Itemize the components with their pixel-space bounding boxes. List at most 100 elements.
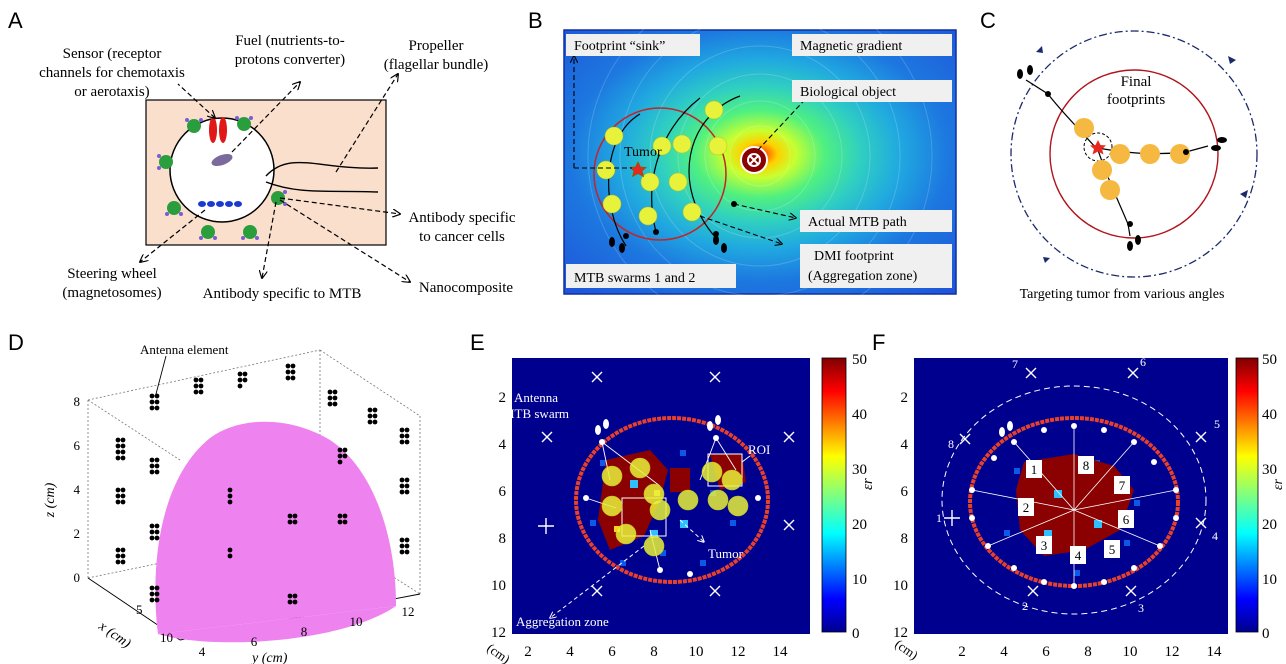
svg-text:Tumor: Tumor	[708, 546, 744, 561]
svg-text:8: 8	[499, 531, 507, 547]
panel-label-e: E	[470, 330, 485, 355]
svg-text:MTB swarms 1 and 2: MTB swarms 1 and 2	[574, 271, 695, 286]
svg-text:10: 10	[160, 630, 173, 645]
svg-text:2: 2	[901, 390, 909, 406]
svg-text:30: 30	[852, 462, 867, 478]
breast-phantom-shape	[155, 421, 396, 634]
antenna-route	[941, 385, 1207, 615]
svg-text:10: 10	[689, 644, 704, 660]
antenna-markers	[944, 367, 1207, 597]
svg-text:50: 50	[852, 352, 867, 368]
svg-text:7: 7	[1012, 357, 1018, 371]
svg-text:8: 8	[1083, 458, 1090, 473]
svg-text:10: 10	[1123, 644, 1138, 660]
panel-c-diagram: Final footprints Targeting tumor from var…	[1010, 30, 1258, 302]
svg-text:2: 2	[1022, 599, 1028, 613]
svg-text:12: 12	[491, 625, 506, 641]
svg-text:8: 8	[650, 644, 658, 660]
svg-text:8: 8	[301, 624, 308, 639]
svg-text:4: 4	[566, 644, 574, 660]
svg-text:2: 2	[499, 390, 507, 406]
svg-text:2: 2	[958, 644, 966, 660]
svg-text:Antenna element: Antenna element	[140, 342, 229, 357]
svg-text:(Aggregation zone): (Aggregation zone)	[808, 269, 918, 284]
panel-d-3d-plot: Antenna element 8 6 4 2 0 z (cm) x (cm) …	[43, 342, 421, 664]
panel-f-permittivity-map: 1 2 3 4 5 6 7 8 1 2 3 4 5 6 7 8 2 4 6 8 …	[892, 352, 1286, 663]
svg-text:2: 2	[1023, 500, 1030, 515]
svg-text:20: 20	[852, 517, 867, 533]
panel-label-a: A	[8, 8, 23, 33]
svg-text:6: 6	[1123, 512, 1130, 527]
svg-text:10: 10	[893, 578, 908, 594]
svg-text:Actual MTB path: Actual MTB path	[808, 215, 907, 230]
svg-text:4: 4	[1000, 644, 1008, 660]
svg-text:6: 6	[251, 634, 258, 649]
svg-text:Biological object: Biological object	[800, 85, 896, 100]
svg-text:Propeller(flagellar bundle): Propeller (flagellar bundle)	[384, 38, 489, 73]
svg-text:1: 1	[1031, 462, 1038, 477]
mtb-footprints	[596, 100, 728, 226]
svg-text:4: 4	[1075, 548, 1082, 563]
svg-text:14: 14	[1207, 644, 1223, 660]
tumor-boundary	[1049, 69, 1219, 239]
svg-text:10: 10	[350, 614, 363, 629]
panel-label-c: C	[980, 8, 996, 33]
svg-text:4: 4	[74, 482, 81, 497]
svg-text:12: 12	[893, 625, 908, 641]
colorbar	[1235, 357, 1259, 633]
svg-text:6: 6	[1042, 644, 1050, 660]
antenna-markers	[538, 371, 795, 597]
tumor-star-icon	[1090, 140, 1106, 155]
svg-text:4: 4	[1212, 529, 1218, 543]
svg-text:Fuel (nutrients-to-protons con: Fuel (nutrients-to-protons converter)	[235, 33, 345, 68]
flagellar-bundle	[265, 161, 379, 177]
panel-e-permittivity-map: Antenna MTB swarm ROI Tumor Aggregation z…	[484, 352, 876, 664]
svg-text:Footprint “sink”: Footprint “sink”	[574, 39, 665, 54]
svg-text:20: 20	[1262, 517, 1277, 533]
svg-text:Aggregation zone: Aggregation zone	[516, 614, 609, 629]
svg-text:εr: εr	[1271, 478, 1286, 490]
svg-text:Magnetic gradient: Magnetic gradient	[800, 39, 902, 54]
svg-text:3: 3	[1041, 538, 1048, 553]
svg-text:Steering wheel(magnetosomes): Steering wheel (magnetosomes)	[62, 266, 161, 301]
svg-text:z (cm): z (cm)	[43, 482, 58, 518]
svg-text:14: 14	[773, 644, 789, 660]
mtb-swarm-icon	[999, 421, 1013, 437]
svg-text:8: 8	[948, 437, 954, 451]
svg-text:5: 5	[1214, 417, 1220, 431]
svg-text:y (cm): y (cm)	[250, 651, 288, 664]
svg-text:0: 0	[74, 570, 81, 585]
panel-label-d: D	[8, 330, 24, 355]
svg-text:(cm): (cm)	[484, 640, 513, 664]
colorbar	[821, 357, 847, 633]
svg-text:Nanocomposite: Nanocomposite	[419, 280, 513, 296]
svg-text:4: 4	[499, 437, 507, 453]
breast-boundary	[574, 416, 770, 584]
panel-a-diagram: Sensor (receptor channels for chemotaxis o…	[39, 33, 516, 302]
svg-text:1: 1	[936, 511, 942, 525]
svg-text:10: 10	[852, 572, 867, 588]
tumor-star-icon	[629, 161, 647, 178]
svg-text:7: 7	[1119, 478, 1126, 493]
receptor-channel-icon	[209, 117, 217, 143]
svg-text:8: 8	[74, 394, 81, 409]
svg-text:0: 0	[852, 626, 860, 642]
svg-text:50: 50	[1262, 352, 1277, 368]
svg-text:3: 3	[1138, 601, 1144, 615]
svg-text:6: 6	[901, 484, 909, 500]
panel-b-diagram: Footprint “sink” Magnetic gradient Biolo…	[563, 26, 957, 298]
outer-trajectory	[1010, 30, 1258, 278]
svg-text:Targeting tumor from various a: Targeting tumor from various angles	[1020, 287, 1225, 302]
tumor-region	[593, 107, 727, 241]
svg-text:5: 5	[136, 602, 143, 617]
svg-text:Tumor: Tumor	[624, 145, 662, 160]
svg-text:Antibody specific to MTB: Antibody specific to MTB	[203, 286, 362, 302]
svg-text:12: 12	[1165, 644, 1180, 660]
svg-text:2: 2	[74, 526, 81, 541]
magnetosome-chain-icon	[198, 201, 242, 207]
panel-label-b: B	[528, 8, 543, 33]
svg-text:4: 4	[199, 644, 206, 659]
